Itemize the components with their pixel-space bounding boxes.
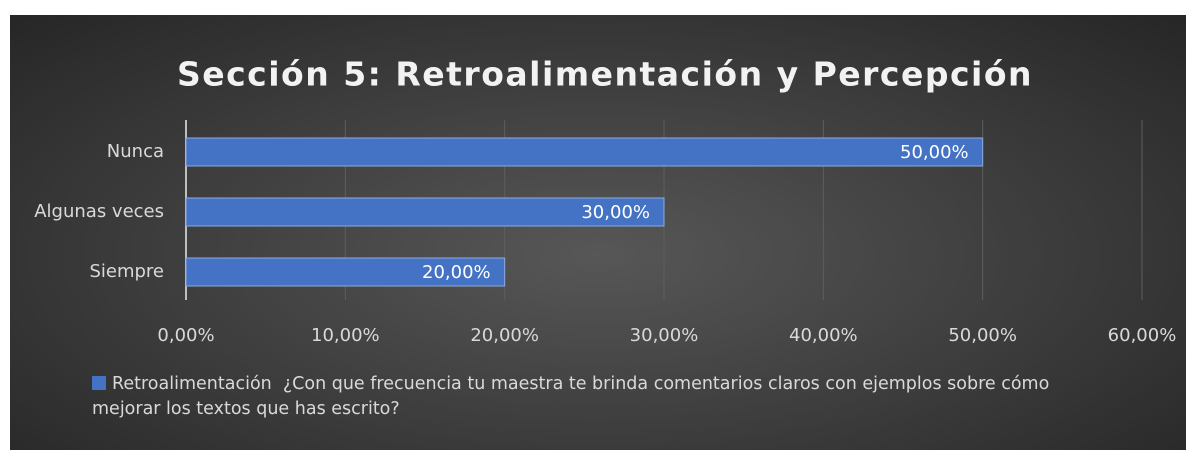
x-tick-label: 60,00%: [1108, 325, 1177, 346]
legend-swatch: [92, 376, 106, 390]
data-label: 50,00%: [900, 142, 969, 163]
x-tick-label: 20,00%: [470, 325, 539, 346]
bar: [185, 257, 506, 287]
y-tick-label: Siempre: [89, 261, 164, 282]
x-tick-label: 10,00%: [311, 325, 380, 346]
x-tick-label: 40,00%: [789, 325, 858, 346]
chart-background: [10, 15, 1186, 450]
x-tick-label: 50,00%: [948, 325, 1017, 346]
legend: Retroalimentación ¿Con que frecuencia tu…: [92, 372, 1102, 422]
data-label: 20,00%: [422, 262, 491, 283]
chart-title: Sección 5: Retroalimentación y Percepció…: [177, 55, 1033, 94]
bar: [185, 137, 984, 167]
y-tick-label: Nunca: [107, 141, 164, 162]
legend-label: Retroalimentación ¿Con que frecuencia tu…: [92, 374, 1055, 419]
bar: [185, 197, 665, 227]
x-tick-label: 30,00%: [630, 325, 699, 346]
x-tick-label: 0,00%: [157, 325, 214, 346]
y-tick-label: Algunas veces: [34, 201, 164, 222]
data-label: 30,00%: [581, 202, 650, 223]
